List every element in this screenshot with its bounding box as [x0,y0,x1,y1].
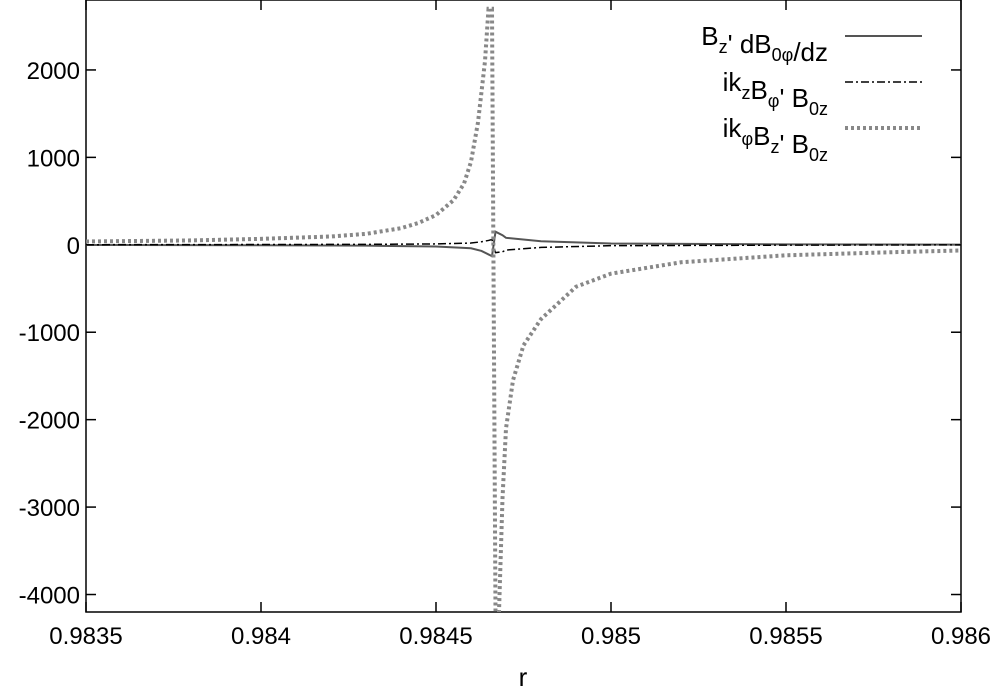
x-tick-label: 0.985 [581,623,641,650]
legend-entry: Bz' dB0φ/dz [701,21,828,67]
x-tick-label: 0.9845 [399,623,472,650]
series-line [86,6,961,612]
y-tick-label: -4000 [19,583,80,610]
plot-frame [85,0,962,613]
legend-entry: ikφBz' B0z [723,113,828,165]
y-tick-label: -1000 [19,320,80,347]
y-tick-label: 2000 [27,58,80,85]
y-tick-label: -2000 [19,408,80,435]
x-tick-label: 0.984 [231,623,291,650]
x-axis-label: r [519,662,528,687]
y-tick-label: 1000 [27,145,80,172]
x-tick-label: 0.9835 [49,623,122,650]
x-tick-label: 0.986 [931,623,991,650]
y-tick-label: 0 [67,233,80,260]
legend-entry: ikzBφ' B0z [723,67,828,119]
y-tick-label: -3000 [19,495,80,522]
series-line [86,238,961,254]
series-lines [86,6,961,612]
axis-ticks: 0.9835 0.984 0.9845 0.985 0.9855 0.986 -4000 -3… [19,0,991,650]
x-tick-label: 0.9855 [749,623,822,650]
